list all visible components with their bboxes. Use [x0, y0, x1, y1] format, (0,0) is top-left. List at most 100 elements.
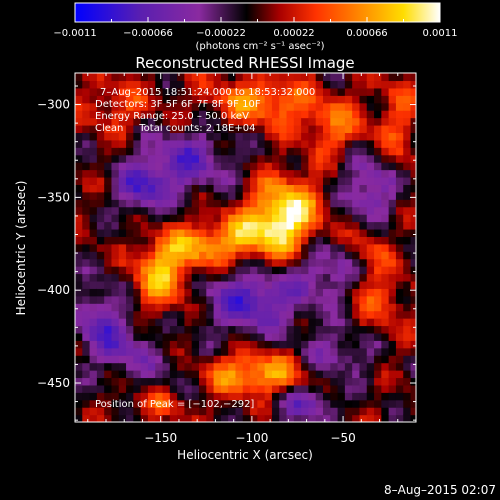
heatmap-cell	[381, 370, 390, 379]
heatmap-cell	[366, 318, 375, 327]
heatmap-cell	[96, 73, 105, 82]
heatmap-cell	[315, 214, 324, 223]
heatmap-cell	[286, 95, 295, 104]
heatmap-cell	[199, 124, 207, 134]
heatmap-cell	[250, 392, 258, 401]
heatmap-cell	[140, 258, 149, 267]
heatmap-cell	[337, 392, 346, 401]
heatmap-cell	[337, 325, 346, 334]
heatmap-cell	[82, 199, 91, 208]
heatmap-cell	[308, 414, 317, 422]
heatmap-cell	[184, 169, 193, 178]
heatmap-cell	[228, 258, 237, 267]
heatmap-cell	[184, 392, 193, 401]
heatmap-cell	[126, 95, 134, 104]
heatmap-cell	[293, 273, 302, 282]
heatmap-cell	[133, 295, 142, 304]
heatmap-cell	[206, 407, 215, 416]
heatmap-cell	[271, 243, 280, 252]
heatmap-cell	[213, 191, 222, 200]
heatmap-cell	[162, 340, 171, 349]
heatmap-cell	[395, 258, 404, 267]
heatmap-cell	[352, 407, 361, 416]
heatmap-cell	[359, 251, 368, 260]
heatmap-cell	[374, 124, 382, 134]
heatmap-cell	[352, 377, 361, 386]
heatmap-cell	[126, 110, 134, 119]
heatmap-cell	[330, 347, 339, 356]
heatmap-cell	[344, 124, 353, 134]
heatmap-cell	[264, 110, 273, 119]
heatmap-cell	[271, 102, 280, 111]
heatmap-cell	[111, 206, 120, 215]
heatmap-cell	[271, 139, 280, 148]
heatmap-cell	[323, 139, 331, 148]
heatmap-cell	[191, 280, 200, 289]
heatmap-cell	[352, 73, 361, 82]
heatmap-cell	[381, 266, 390, 275]
heatmap-cell	[381, 139, 390, 148]
heatmap-cell	[337, 280, 346, 289]
heatmap-cells	[75, 73, 416, 422]
heatmap-cell	[177, 340, 186, 349]
heatmap-cell	[228, 295, 237, 304]
heatmap-cell	[337, 236, 346, 245]
heatmap-cell	[359, 266, 368, 275]
heatmap-cell	[337, 199, 346, 208]
heatmap-cell	[264, 392, 273, 401]
heatmap-cell	[308, 147, 317, 156]
heatmap-cell	[96, 377, 105, 386]
heatmap-cell	[330, 295, 339, 304]
heatmap-cell	[140, 280, 149, 289]
heatmap-cell	[344, 295, 353, 304]
heatmap-cell	[286, 80, 295, 89]
heatmap-cell	[169, 124, 178, 134]
heatmap-cell	[96, 214, 105, 223]
heatmap-cell	[366, 332, 375, 341]
heatmap-cell	[220, 399, 229, 408]
heatmap-cell	[191, 147, 200, 156]
heatmap-cell	[395, 199, 404, 208]
heatmap-cell	[366, 132, 375, 141]
heatmap-cell	[126, 295, 134, 304]
heatmap-cell	[381, 258, 390, 267]
heatmap-cell	[381, 318, 390, 327]
heatmap-cell	[89, 132, 98, 141]
heatmap-cell	[96, 347, 105, 356]
heatmap-cell	[381, 273, 390, 282]
heatmap-cell	[111, 377, 120, 386]
heatmap-cell	[213, 139, 222, 148]
heatmap-cell	[337, 370, 346, 379]
heatmap-cell	[374, 310, 382, 319]
heatmap-cell	[301, 102, 310, 111]
heatmap-cell	[89, 392, 98, 401]
heatmap-cell	[257, 266, 266, 275]
heatmap-cell	[271, 325, 280, 334]
heatmap-cell	[359, 228, 368, 237]
heatmap-cell	[403, 362, 412, 371]
heatmap-cell	[359, 95, 368, 104]
heatmap-cell	[257, 110, 266, 119]
heatmap-cell	[118, 80, 127, 89]
heatmap-cell	[140, 184, 149, 193]
heatmap-cell	[381, 87, 390, 96]
heatmap-cell	[96, 414, 105, 422]
heatmap-cell	[395, 325, 404, 334]
heatmap-cell	[352, 132, 361, 141]
heatmap-cell	[301, 184, 310, 193]
heatmap-cell	[82, 176, 91, 185]
heatmap-cell	[133, 310, 142, 319]
heatmap-cell	[111, 87, 120, 96]
heatmap-cell	[286, 87, 295, 96]
heatmap-cell	[315, 340, 324, 349]
heatmap-cell	[352, 310, 361, 319]
heatmap-cell	[286, 228, 295, 237]
heatmap-cell	[133, 184, 142, 193]
heatmap-cell	[228, 132, 237, 141]
heatmap-cell	[366, 303, 375, 312]
heatmap-cell	[403, 169, 412, 178]
heatmap-cell	[242, 392, 251, 401]
heatmap-cell	[250, 87, 258, 96]
heatmap-cell	[410, 384, 416, 393]
heatmap-cell	[337, 117, 346, 126]
